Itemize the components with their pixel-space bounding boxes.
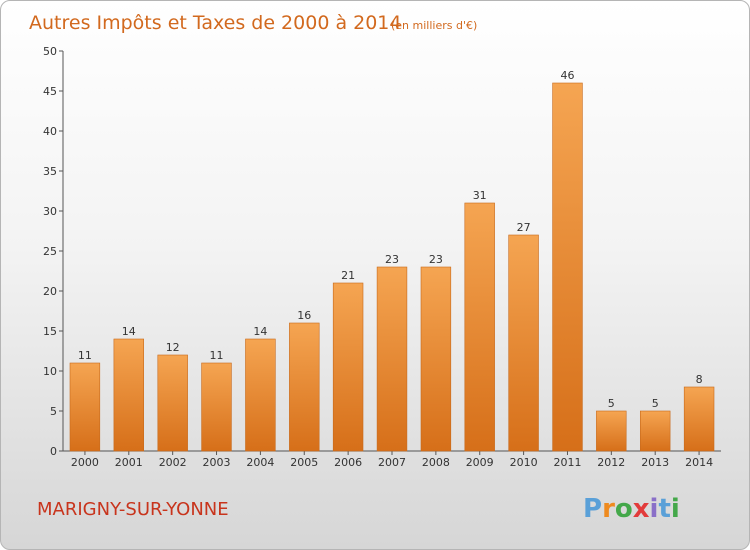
logo-letter: i: [671, 494, 680, 524]
bar-2012: [596, 410, 627, 452]
y-tick-label: 30: [43, 205, 57, 218]
y-axis: 0 5 10 15 20 25 30 35 40 45 50: [43, 45, 64, 458]
logo-letter: i: [650, 494, 659, 524]
data-label-2004: 14: [253, 325, 267, 338]
x-axis: 2000 2001 2002 2003 2004 2005 2006 2007 2008 2009…: [63, 450, 721, 469]
x-tick-label-2012: 2012: [597, 456, 625, 469]
proxiti-logo: Proxiti: [583, 494, 680, 524]
x-tick-label-2007: 2007: [378, 456, 406, 469]
bar-2013: [639, 410, 671, 452]
data-labels: 11 14 12 11 14 16 21 23 23 31 27 46 5 5 8: [78, 69, 703, 410]
y-tick-label: 50: [43, 45, 57, 58]
bar-2014: [683, 386, 715, 452]
data-label-2005: 16: [297, 309, 311, 322]
x-tick-label-2011: 2011: [554, 456, 582, 469]
data-label-2006: 21: [341, 269, 355, 282]
data-label-2010: 27: [517, 221, 531, 234]
y-tick-label: 20: [43, 285, 57, 298]
bar-2002: [157, 354, 188, 452]
logo-letter: r: [602, 494, 615, 524]
x-tick-label-2005: 2005: [290, 456, 318, 469]
commune-name: MARIGNY-SUR-YONNE: [37, 499, 229, 520]
logo-letter: t: [658, 494, 670, 524]
y-tick-label: 15: [43, 325, 57, 338]
data-label-2007: 23: [385, 253, 399, 266]
data-label-2002: 12: [166, 341, 180, 354]
bar-2006: [332, 282, 364, 452]
bar-2009: [464, 202, 495, 452]
x-tick-label-2003: 2003: [203, 456, 231, 469]
bar-2004: [245, 338, 276, 452]
x-tick-label-2009: 2009: [466, 456, 494, 469]
bar-2005: [289, 322, 320, 452]
bar-2008: [420, 266, 452, 452]
data-label-2013: 5: [652, 397, 659, 410]
data-label-2001: 14: [122, 325, 136, 338]
bar-2011: [552, 82, 583, 452]
chart-subtitle: (en milliers d'€): [391, 19, 477, 32]
data-label-2003: 11: [210, 349, 224, 362]
logo-letter: P: [583, 494, 602, 524]
x-tick-label-2008: 2008: [422, 456, 450, 469]
x-tick-label-2006: 2006: [334, 456, 362, 469]
y-tick-label: 0: [50, 445, 57, 458]
logo-letter: o: [615, 494, 633, 524]
x-tick-label-2002: 2002: [159, 456, 187, 469]
bar-2007: [376, 266, 408, 452]
data-label-2008: 23: [429, 253, 443, 266]
chart-title: Autres Impôts et Taxes de 2000 à 2014: [29, 12, 402, 34]
x-tick-label-2010: 2010: [510, 456, 538, 469]
y-tick-label: 35: [43, 165, 57, 178]
y-tick-label: 45: [43, 85, 57, 98]
y-tick-label: 5: [50, 405, 57, 418]
x-tick-label-2001: 2001: [115, 456, 143, 469]
y-tick-label: 10: [43, 365, 57, 378]
logo-letter: x: [633, 494, 650, 524]
y-tick-label: 40: [43, 125, 57, 138]
x-tick-label-2004: 2004: [246, 456, 274, 469]
data-label-2012: 5: [608, 397, 615, 410]
data-label-2014: 8: [696, 373, 703, 386]
data-label-2009: 31: [473, 189, 487, 202]
data-label-2000: 11: [78, 349, 92, 362]
bar-2000: [69, 362, 101, 452]
y-tick-label: 25: [43, 245, 57, 258]
x-tick-label-2000: 2000: [71, 456, 99, 469]
x-tick-label-2014: 2014: [685, 456, 713, 469]
bars: [69, 82, 715, 452]
bar-2010: [508, 234, 539, 452]
bar-2001: [113, 338, 145, 452]
data-label-2011: 46: [561, 69, 575, 82]
x-tick-label-2013: 2013: [641, 456, 669, 469]
bar-2003: [201, 362, 232, 452]
